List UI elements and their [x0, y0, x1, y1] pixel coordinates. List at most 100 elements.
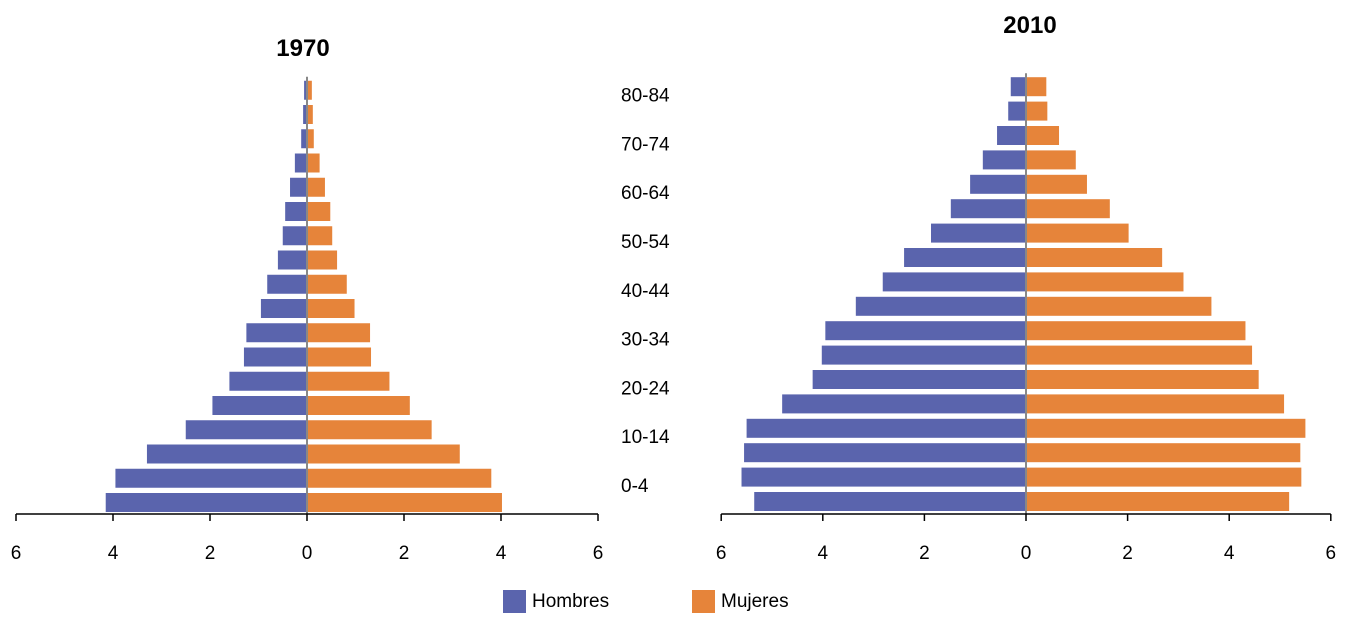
chart-2010-bar-hombres	[782, 394, 1026, 414]
chart-2010-bar-hombres	[982, 150, 1026, 170]
chart-2010-bar-mujeres	[1026, 492, 1290, 511]
chart-2010-y-tick-label: 30-34	[621, 330, 670, 351]
chart-1970-bar-mujeres	[307, 80, 312, 100]
chart-1970-bar-hombres	[290, 177, 307, 197]
chart-1970-x-tick-label: 2	[399, 543, 410, 564]
chart-1970-bar-mujeres	[307, 177, 325, 197]
chart-1970-bar-mujeres	[307, 396, 410, 415]
chart-2010-bar-mujeres	[1026, 370, 1259, 389]
chart-2010-y-tick-label: 10-14	[621, 427, 670, 448]
chart-1970-bar-mujeres	[307, 468, 492, 488]
chart-2010-bar-hombres	[931, 223, 1026, 243]
chart-2010-bar-hombres	[812, 370, 1026, 389]
chart-2010-y-tick-label: 80-84	[621, 86, 670, 107]
chart-1970-bar-mujeres	[307, 105, 313, 124]
chart-2010-x-tick-label: 4	[818, 543, 829, 564]
legend-label-hombres: Hombres	[532, 590, 610, 612]
chart-1970-bar-hombres	[146, 444, 307, 464]
chart-1970-bar-mujeres	[307, 153, 320, 173]
chart-1970-bar-hombres	[294, 153, 307, 173]
chart-2010-bar-mujeres	[1026, 101, 1048, 121]
chart-2010-x-tick-label: 6	[716, 543, 727, 564]
chart-2010-x-tick-label: 2	[1122, 543, 1133, 564]
chart-2010-bar-mujeres	[1026, 126, 1060, 145]
chart-2010-bar-mujeres	[1026, 418, 1306, 438]
chart-2010-bar-hombres	[1010, 77, 1026, 97]
chart-1970-bar-mujeres	[307, 250, 338, 270]
chart-1970-bar-mujeres	[307, 274, 347, 294]
legend-swatch-mujeres	[692, 590, 715, 613]
chart-1970-x-tick-label: 4	[496, 543, 507, 564]
chart-1970-bar-mujeres	[307, 371, 390, 391]
chart-2010-bar-mujeres	[1026, 296, 1212, 316]
chart-2010-bar-hombres	[882, 272, 1026, 292]
chart-2010-bar-mujeres	[1026, 77, 1047, 97]
chart-1970-bar-hombres	[246, 323, 307, 343]
chart-1970-bar-mujeres	[307, 323, 371, 343]
chart-2010-bar-hombres	[746, 418, 1026, 438]
chart-2010-bar-mujeres	[1026, 467, 1302, 487]
chart-2010-y-tick-label: 70-74	[621, 134, 670, 155]
chart-2010-bar-hombres	[1008, 101, 1026, 121]
chart-2010-bar-hombres	[997, 126, 1026, 145]
chart-1970-bar-hombres	[277, 250, 307, 270]
legend-item-hombres: Hombres	[503, 590, 609, 613]
chart-2010-bar-hombres	[741, 467, 1026, 487]
chart-2010-bar-mujeres	[1026, 321, 1246, 341]
chart-1970-bar-mujeres	[307, 299, 355, 318]
chart-1970-bar-hombres	[105, 493, 307, 512]
chart-2010-y-tick-label: 40-44	[621, 281, 670, 302]
chart-1970-bar-mujeres	[307, 420, 432, 440]
chart-1970-bar-hombres	[260, 299, 307, 318]
chart-2010-bar-mujeres	[1026, 394, 1285, 414]
chart-2010-bar-mujeres	[1026, 345, 1253, 365]
chart-2010-bar-hombres	[754, 492, 1026, 511]
chart-2010-bar-mujeres	[1026, 248, 1163, 267]
chart-1970-bar-hombres	[212, 396, 307, 415]
chart-1970-bar-mujeres	[307, 493, 502, 512]
chart-1970-bar-hombres	[303, 105, 307, 124]
chart-2010-bar-mujeres	[1026, 272, 1184, 292]
chart-1970-bar-hombres	[304, 80, 307, 100]
chart-1970-bar-hombres	[267, 274, 307, 294]
chart-1970-bar-mujeres	[307, 444, 460, 464]
chart-2010-y-tick-label: 50-54	[621, 232, 670, 253]
chart-2010-title: 2010	[1003, 12, 1056, 39]
chart-1970-x-tick-label: 0	[302, 543, 313, 564]
chart-1970-bar-hombres	[282, 226, 307, 246]
chart-2010-bar-hombres	[904, 248, 1026, 267]
chart-1970-x-tick-label: 2	[205, 543, 216, 564]
chart-1970-bar-mujeres	[307, 129, 314, 149]
chart-2010-y-tick-label: 60-64	[621, 183, 670, 204]
chart-2010-y-tick-label: 0-4	[621, 476, 649, 497]
chart-1970-bar-hombres	[285, 202, 307, 221]
chart-1970-bar-hombres	[243, 347, 307, 367]
chart-2010-x-tick-label: 0	[1021, 543, 1032, 564]
legend: Hombres Mujeres	[0, 590, 1345, 620]
chart-2010-bar-mujeres	[1026, 199, 1110, 219]
chart-2010-y-tick-label: 20-24	[621, 378, 670, 399]
chart-2010-bar-hombres	[950, 199, 1026, 219]
chart-2010-bar-hombres	[970, 174, 1026, 194]
chart-2010-bar-hombres	[744, 443, 1026, 463]
chart-1970-bar-hombres	[229, 371, 307, 391]
chart-2010-bar-mujeres	[1026, 174, 1087, 194]
chart-1970-x-tick-label: 6	[11, 543, 22, 564]
chart-2010-bar-mujeres	[1026, 150, 1076, 170]
chart-2010-x-tick-label: 6	[1326, 543, 1337, 564]
chart-2010-bar-mujeres	[1026, 223, 1129, 243]
chart-2010-bar-hombres	[855, 296, 1026, 316]
chart-1970-bar-mujeres	[307, 202, 331, 221]
legend-item-mujeres: Mujeres	[692, 590, 789, 613]
legend-label-mujeres: Mujeres	[721, 590, 789, 612]
chart-1970-bar-hombres	[185, 420, 307, 440]
chart-2010-x-tick-label: 4	[1224, 543, 1235, 564]
chart-1970-bar-hombres	[115, 468, 307, 488]
chart-2010-bar-hombres	[825, 321, 1026, 341]
chart-2010-bar-hombres	[821, 345, 1026, 365]
chart-1970-x-tick-label: 4	[108, 543, 119, 564]
chart-1970-bar-hombres	[301, 129, 307, 149]
chart-1970-bar-mujeres	[307, 226, 333, 246]
chart-2010-x-tick-label: 2	[919, 543, 930, 564]
